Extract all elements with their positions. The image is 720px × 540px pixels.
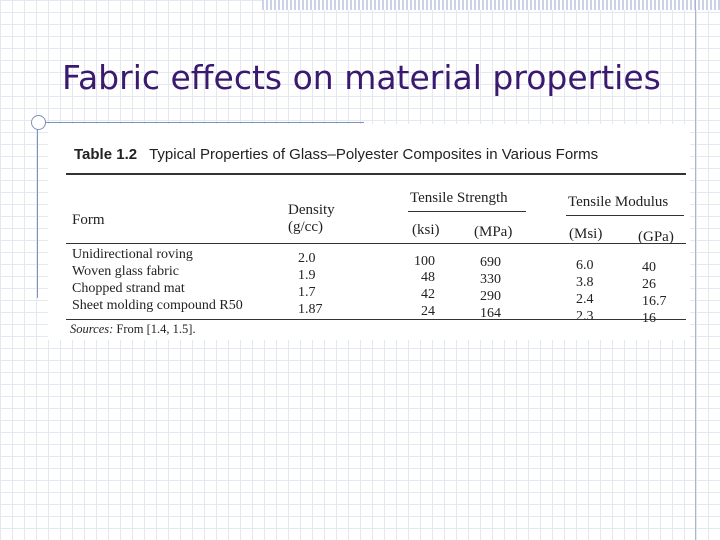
table-cell-gpa: 26 <box>642 277 656 292</box>
header-tensile-modulus: Tensile Modulus <box>568 194 669 210</box>
table-cell-density: 1.87 <box>298 302 323 317</box>
table-cell-mpa: 290 <box>480 289 501 304</box>
table-cell-msi: 2.3 <box>576 309 594 324</box>
slide-title: Fabric effects on material properties <box>62 58 661 97</box>
header-density-unit: (g/cc) <box>288 219 323 235</box>
header-msi: (Msi) <box>569 226 603 242</box>
header-form: Form <box>72 212 105 228</box>
table-cell-msi: 3.8 <box>576 275 594 290</box>
table-cell-density: 2.0 <box>298 251 316 266</box>
table-cell-ksi: 24 <box>421 304 435 319</box>
table-cell-msi: 6.0 <box>576 258 594 273</box>
table-cell-ksi: 100 <box>414 254 435 269</box>
header-mpa: (MPa) <box>474 224 513 240</box>
table-row-form: Chopped strand mat <box>72 281 185 296</box>
table-cell-mpa: 330 <box>480 272 501 287</box>
table-sources: Sources: From [1.4, 1.5]. <box>70 322 196 337</box>
sources-text: From [1.4, 1.5]. <box>116 322 196 336</box>
header-gpa: (GPa) <box>638 229 674 245</box>
tensile-strength-rule <box>408 211 526 212</box>
left-decorative-line <box>37 120 38 298</box>
table-cell-gpa: 16.7 <box>642 294 667 309</box>
table-cell-mpa: 164 <box>480 306 501 321</box>
table-cell-gpa: 40 <box>642 260 656 275</box>
top-decorative-strip <box>262 0 720 10</box>
table-cell-ksi: 48 <box>421 270 435 285</box>
table-bottom-rule <box>66 319 686 320</box>
header-tensile-strength: Tensile Strength <box>410 190 508 206</box>
header-bottom-rule <box>66 243 686 244</box>
title-underline <box>34 122 364 123</box>
properties-table: Table 1.2 Typical Properties of Glass–Pol… <box>48 124 690 340</box>
table-row-form: Sheet molding compound R50 <box>72 298 243 313</box>
table-row-form: Woven glass fabric <box>72 264 179 279</box>
table-cell-density: 1.9 <box>298 268 316 283</box>
tensile-modulus-rule <box>566 215 684 216</box>
header-density: Density <box>288 202 335 218</box>
sources-label: Sources: <box>70 322 114 336</box>
table-row-form: Unidirectional roving <box>72 247 193 262</box>
table-caption-text: Typical Properties of Glass–Polyester Co… <box>149 146 599 163</box>
table-top-rule <box>66 173 686 175</box>
right-decorative-rule <box>695 0 696 540</box>
table-cell-msi: 2.4 <box>576 292 594 307</box>
header-ksi: (ksi) <box>412 222 440 238</box>
table-number: Table 1.2 <box>74 146 138 163</box>
table-cell-ksi: 42 <box>421 287 435 302</box>
table-cell-density: 1.7 <box>298 285 316 300</box>
table-cell-mpa: 690 <box>480 255 501 270</box>
corner-circle-ornament <box>31 115 46 130</box>
table-caption: Table 1.2 Typical Properties of Glass–Pol… <box>74 146 598 163</box>
table-cell-gpa: 16 <box>642 311 656 326</box>
